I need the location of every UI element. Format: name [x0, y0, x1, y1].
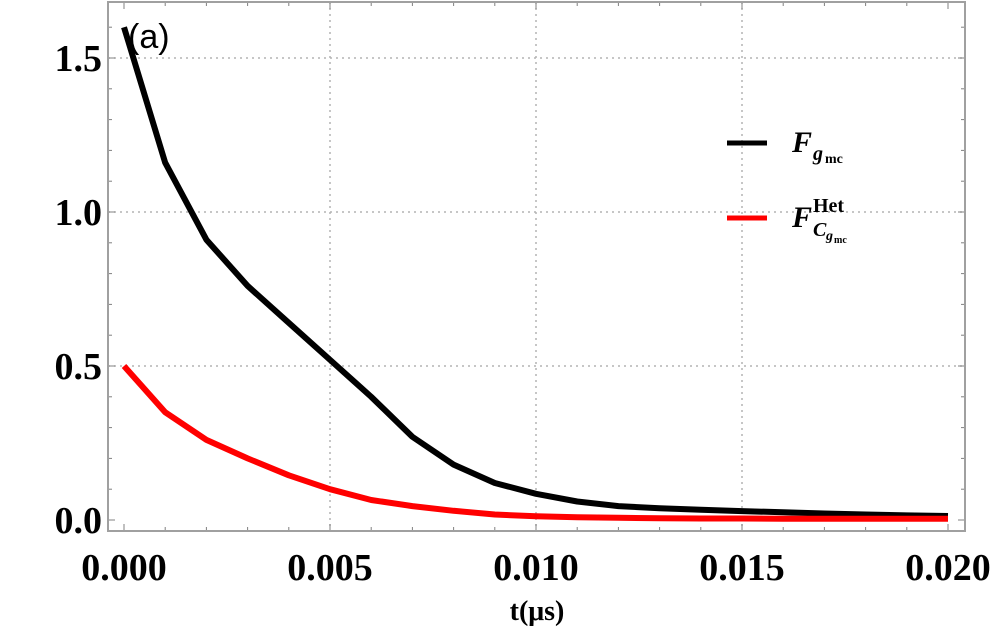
legend-item-fgmc: F g mc: [727, 126, 843, 167]
y-tick-label: 0.0: [55, 500, 103, 542]
legend-label-subsub: g: [825, 229, 833, 244]
legend-label-subsub: mc: [825, 152, 843, 167]
series-line-fgmc: [121, 26, 949, 519]
y-tick-labels: 0.0 0.5 1.0 1.5: [55, 38, 103, 542]
gridlines: [108, 2, 965, 531]
plot-frame: [107, 1, 966, 532]
x-tick-labels: 0.000 0.005 0.010 0.015 0.020: [81, 547, 991, 589]
x-tick-label: 0.010: [493, 547, 579, 589]
x-tick-label: 0.020: [905, 547, 991, 589]
y-tick-label: 1.5: [55, 38, 103, 80]
y-tick-label: 1.0: [55, 192, 103, 234]
series-line-fhet: [121, 364, 948, 522]
legend: F g mc F Het C g mc: [727, 126, 847, 246]
x-tick-label: 0.005: [287, 547, 373, 589]
x-tick-label: 0.015: [699, 547, 785, 589]
legend-label-main: F: [791, 126, 812, 159]
x-axis-title: t(μs): [510, 596, 565, 627]
legend-label-sup: Het: [813, 195, 844, 217]
legend-item-fhet: F Het C g mc: [727, 195, 847, 246]
legend-label-subsubsub: mc: [834, 235, 847, 246]
data-series: [121, 26, 949, 522]
legend-label-main: F: [791, 201, 812, 234]
legend-label-sub: C: [813, 219, 827, 241]
legend-label-sub: g: [812, 143, 823, 165]
x-tick-label: 0.000: [81, 547, 167, 589]
y-tick-label: 0.5: [55, 346, 103, 388]
panel-label: (a): [128, 18, 170, 56]
